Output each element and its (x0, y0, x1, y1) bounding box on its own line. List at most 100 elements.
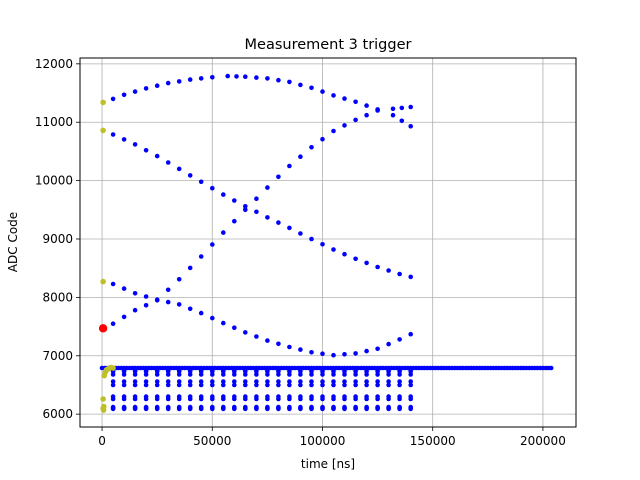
data-point (165, 382, 171, 388)
data-point (132, 291, 138, 296)
data-point (320, 394, 325, 399)
data-point (225, 73, 230, 79)
data-point (287, 382, 292, 388)
data-point (110, 382, 116, 388)
data-point (364, 367, 369, 373)
data-point (287, 379, 292, 384)
data-point (143, 404, 149, 410)
data-point (298, 379, 303, 384)
data-point (364, 379, 369, 384)
x-axis-title: time [ns] (301, 457, 355, 471)
data-point (121, 394, 127, 399)
data-point (331, 128, 336, 134)
data-point (386, 394, 391, 399)
data-point (143, 148, 149, 153)
data-point (232, 379, 237, 384)
data-point (375, 379, 380, 384)
trigger-point (98, 324, 108, 333)
data-point (132, 382, 138, 388)
data-point (309, 379, 314, 384)
data-point (408, 274, 414, 280)
data-point (121, 286, 127, 291)
data-point (408, 382, 414, 388)
data-point (408, 379, 414, 384)
data-point (298, 367, 303, 373)
data-point (320, 89, 325, 94)
data-point (132, 142, 138, 147)
data-point (165, 160, 171, 165)
data-point (165, 367, 171, 373)
data-point (298, 231, 303, 236)
data-point (232, 382, 237, 388)
data-point (176, 79, 182, 84)
data-point (143, 367, 149, 373)
data-point (298, 382, 303, 388)
data-points (98, 73, 554, 413)
x-tick-label: 150000 (410, 434, 456, 448)
data-point (331, 93, 336, 98)
data-point (176, 277, 182, 282)
data-point (121, 382, 127, 388)
data-point (320, 367, 325, 373)
data-point (143, 86, 149, 91)
data-point (364, 103, 369, 108)
data-point (121, 137, 127, 142)
data-point (210, 382, 215, 388)
data-point (265, 379, 270, 384)
data-point (254, 379, 259, 384)
data-point (165, 299, 171, 305)
y-tick-label: 11000 (35, 115, 73, 129)
data-point (397, 404, 402, 410)
data-point (100, 99, 106, 106)
data-point (342, 123, 347, 128)
data-point (287, 163, 292, 169)
data-point (165, 80, 171, 86)
y-tick-label: 9000 (42, 232, 73, 246)
data-point (342, 394, 347, 399)
data-point (375, 264, 380, 270)
data-point (187, 265, 193, 271)
data-point (265, 394, 270, 399)
data-point (265, 215, 270, 220)
data-point (342, 382, 347, 388)
data-point (243, 382, 248, 388)
data-point (234, 74, 239, 79)
data-point (110, 365, 116, 371)
data-point (221, 367, 226, 373)
data-point (390, 106, 396, 112)
data-point (210, 394, 215, 399)
data-point (353, 404, 358, 410)
data-point (399, 105, 405, 111)
data-point (198, 179, 204, 185)
data-point (132, 367, 138, 373)
data-point (176, 166, 182, 172)
data-point (386, 341, 391, 347)
data-point (408, 104, 414, 110)
data-point (243, 404, 248, 410)
data-point (198, 310, 204, 316)
grid-lines (80, 58, 576, 427)
data-point (243, 379, 248, 384)
data-point (198, 379, 204, 384)
data-point (265, 185, 270, 190)
data-point (320, 379, 325, 384)
x-tick-label: 200000 (520, 434, 566, 448)
data-point (154, 83, 160, 88)
data-point (375, 367, 380, 373)
data-point (386, 367, 391, 373)
data-point (176, 302, 182, 307)
data-point (154, 382, 160, 388)
data-point (364, 348, 369, 354)
data-point (397, 271, 402, 277)
data-point (232, 325, 237, 331)
data-point (187, 382, 193, 388)
data-point (110, 281, 116, 287)
data-point (408, 367, 414, 373)
chart-title: Measurement 3 trigger (245, 37, 412, 53)
data-point (353, 99, 358, 105)
data-point (276, 367, 281, 373)
baseline-point (548, 365, 554, 371)
data-point (309, 404, 314, 410)
data-point (353, 394, 358, 399)
